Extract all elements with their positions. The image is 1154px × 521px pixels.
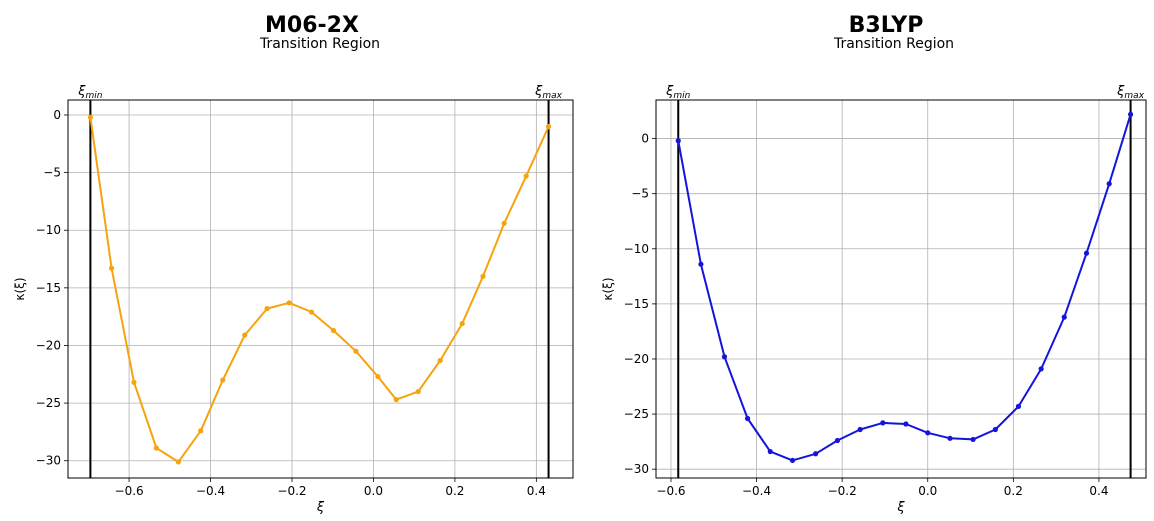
data-point [1083, 250, 1090, 256]
y-tick-label: −30 [624, 462, 649, 476]
y-tick-label: −15 [624, 297, 649, 311]
x-tick-label: −0.4 [196, 484, 225, 498]
data-point [1127, 111, 1134, 117]
x-tick-label: −0.6 [656, 484, 685, 498]
data-point [242, 332, 248, 338]
data-point [721, 354, 728, 360]
data-point [459, 320, 465, 327]
chart-title: B3LYP [849, 13, 924, 38]
chart-subtitle: Transition Region [833, 36, 954, 52]
data-point [857, 426, 863, 433]
data-point [87, 114, 93, 120]
data-point [415, 388, 421, 395]
data-point [1038, 366, 1044, 372]
x-tick-label: 0.2 [1004, 484, 1023, 498]
data-point [353, 348, 359, 354]
data-point [437, 357, 443, 364]
chart-panel-b3lyp: B3LYP Transition Region −0.6 −0.4 −0.2 0.0 0… [601, 13, 1147, 515]
data-point [375, 373, 381, 380]
y-tick-label: −5 [43, 166, 61, 180]
x-tick-label: −0.2 [277, 484, 306, 498]
boundary-label-symbol: ξ [1116, 84, 1125, 99]
data-point [308, 309, 315, 315]
x-tick-label: 0.4 [1089, 484, 1108, 498]
data-point [813, 451, 819, 457]
data-point [789, 457, 796, 463]
data-point [175, 459, 181, 465]
y-tick-label: −10 [36, 223, 61, 237]
data-point [767, 448, 773, 455]
boundary-label-symbol: ξ [534, 84, 543, 99]
x-axis-label: ξ [896, 500, 905, 515]
data-point [744, 415, 751, 422]
data-point [1061, 314, 1067, 320]
boundary-label-min: ξmin [77, 84, 103, 101]
data-point [153, 445, 159, 451]
data-point [970, 436, 976, 443]
boundary-label-subscript: min [673, 91, 690, 101]
data-point [480, 273, 486, 279]
data-point [220, 377, 226, 383]
boundary-label-subscript: max [542, 91, 562, 101]
y-tick-label: −25 [624, 407, 649, 421]
x-axis-label: ξ [316, 500, 325, 515]
data-point [992, 426, 998, 433]
x-tick-label: 0.0 [918, 484, 937, 498]
data-point [131, 379, 137, 385]
series-line [89, 117, 550, 463]
y-tick-label: −20 [624, 352, 649, 366]
data-point [545, 123, 552, 130]
boundary-label-max: ξmax [534, 84, 563, 101]
data-point [523, 173, 529, 179]
boundary-label-symbol: ξ [665, 84, 674, 99]
y-tick-label: −15 [36, 281, 61, 295]
data-point [198, 428, 204, 434]
data-point [330, 327, 337, 334]
boundary-label-symbol: ξ [77, 84, 86, 99]
data-point [393, 397, 399, 403]
y-tick-label: −25 [36, 396, 61, 410]
y-tick-label: −30 [36, 454, 61, 468]
x-tick-label: 0.2 [445, 484, 464, 498]
chart-subtitle: Transition Region [259, 36, 380, 52]
x-tick-label: −0.6 [115, 484, 144, 498]
data-point [264, 305, 270, 312]
series-line [677, 114, 1132, 462]
data-point [108, 265, 115, 271]
x-tick-label: 0.4 [527, 484, 546, 498]
data-point [286, 300, 292, 306]
boundary-label-subscript: min [86, 91, 103, 101]
data-point [834, 437, 841, 444]
chart-title: M06-2X [265, 13, 359, 38]
plot-frame [655, 99, 1147, 479]
y-tick-label: −10 [624, 242, 649, 256]
data-point [947, 435, 953, 441]
boundary-label-max: ξmax [1116, 84, 1145, 101]
y-axis-label: κ(ξ) [13, 277, 27, 300]
x-tick-label: −0.4 [742, 484, 771, 498]
y-axis-label: κ(ξ) [601, 277, 615, 300]
chart-panel-m06-2x: M06-2X Transition Region −0.6 −0.4 −0.2 0.0… [13, 13, 574, 515]
data-point [903, 421, 909, 427]
y-tick-label: 0 [53, 108, 61, 122]
data-point [1015, 403, 1022, 409]
x-tick-label: 0.0 [364, 484, 383, 498]
y-tick-label: −5 [631, 187, 649, 201]
boundary-label-min: ξmin [665, 84, 691, 101]
data-point [1106, 181, 1112, 187]
y-tick-label: −20 [36, 338, 61, 352]
data-point [675, 138, 681, 144]
x-tick-label: −0.2 [828, 484, 857, 498]
data-point [501, 220, 507, 226]
data-point [698, 261, 704, 267]
boundary-label-subscript: max [1124, 91, 1144, 101]
plot-frame [67, 99, 574, 479]
data-point [880, 420, 886, 426]
data-point [925, 430, 931, 436]
y-tick-label: 0 [641, 132, 649, 146]
